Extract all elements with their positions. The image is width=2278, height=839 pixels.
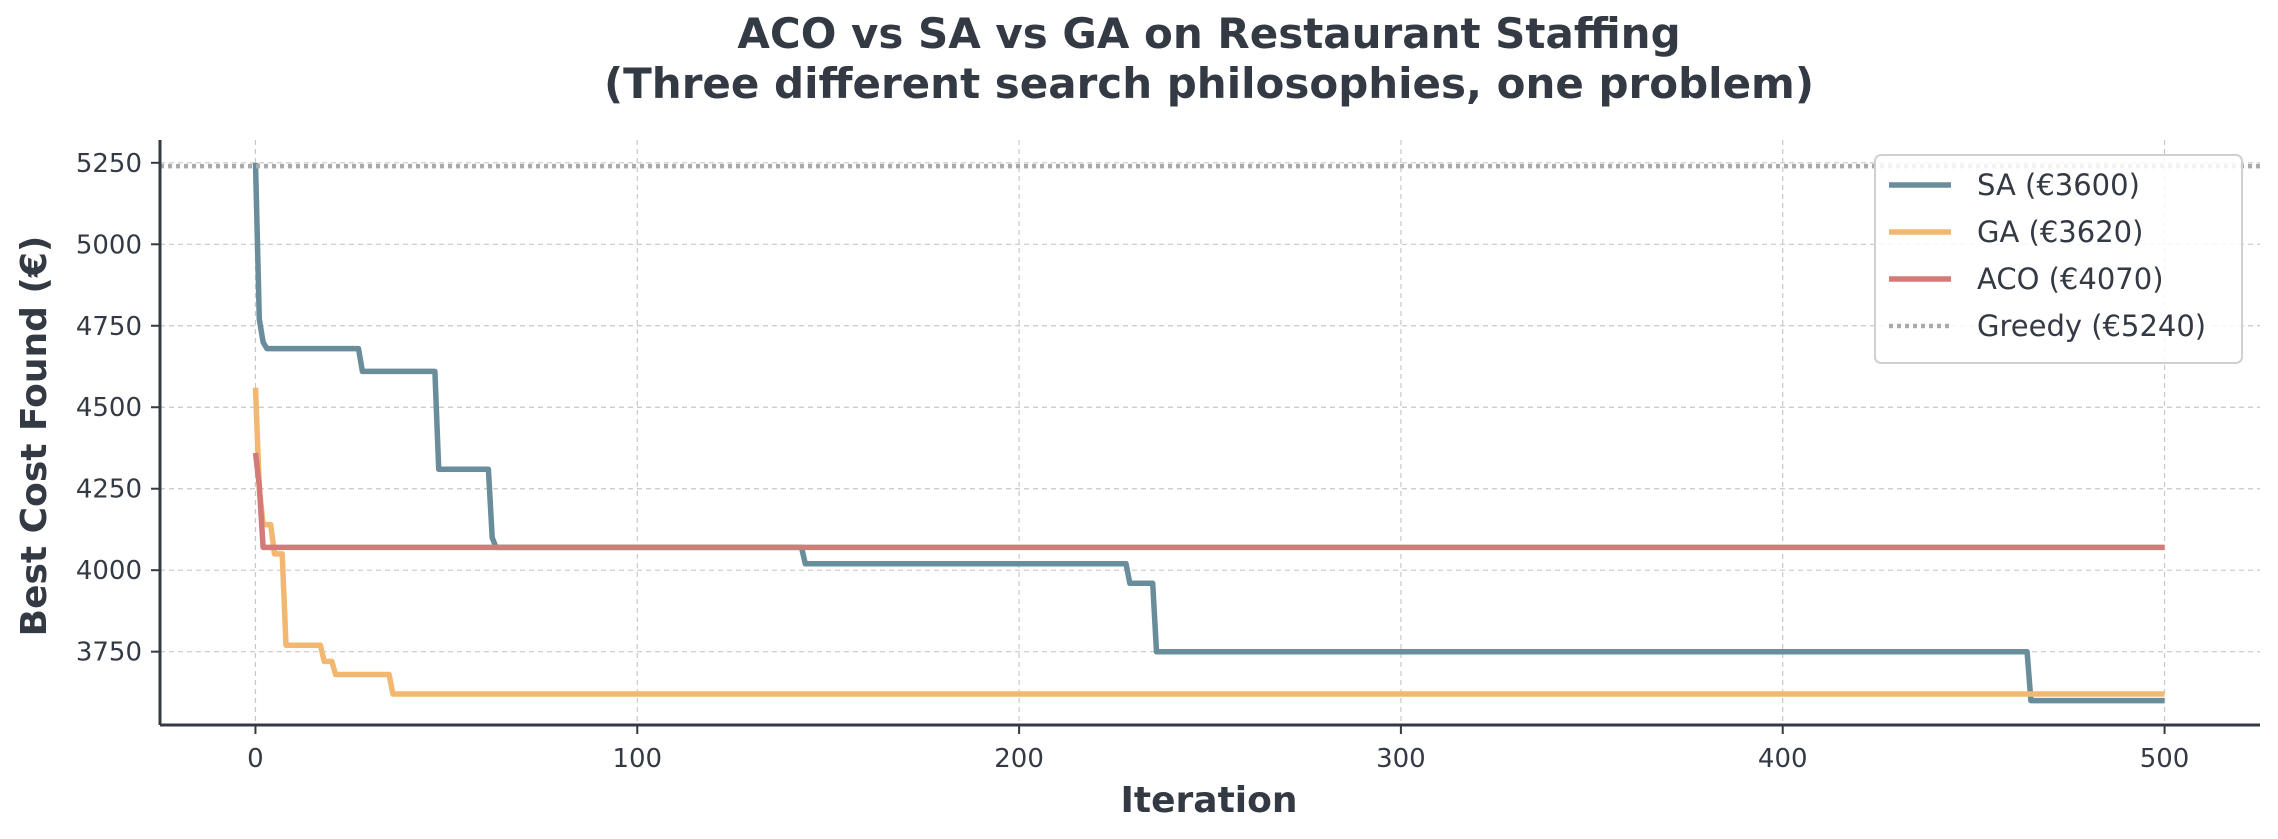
legend-label-3: Greedy (€5240): [1977, 309, 2206, 343]
legend: SA (€3600) GA (€3620) ACO (€4070) Greedy (€…: [1874, 154, 2243, 364]
y-tick-label: 3750: [76, 638, 142, 668]
series-line-0: [252, 162, 2165, 704]
chart-title: ACO vs SA vs GA on Restaurant Staffing: [737, 9, 1680, 58]
x-tick-label: 300: [1376, 744, 1426, 774]
legend-label-2: ACO (€4070): [1977, 262, 2164, 296]
chart-subtitle: (Three different search philosophies, on…: [604, 59, 1814, 108]
legend-label-1: GA (€3620): [1977, 215, 2143, 249]
y-tick-label: 4250: [76, 475, 142, 505]
x-tick-label: 200: [994, 744, 1044, 774]
legend-label-0: SA (€3600): [1977, 168, 2140, 202]
y-tick-label: 5000: [76, 230, 142, 260]
ticks-layer: 0 100 200 300 400 500 3750 4000 4250 4500 4750 5000…: [76, 149, 2190, 774]
x-tick-label: 100: [612, 744, 662, 774]
axes-layer: [158, 140, 2260, 727]
series-layer: [160, 162, 2260, 704]
x-axis-label: Iteration: [1121, 780, 1298, 821]
y-tick-label: 4750: [76, 312, 142, 342]
x-tick-label: 500: [2140, 744, 2190, 774]
y-tick-label: 4000: [76, 556, 142, 586]
series-line-1: [252, 387, 2165, 697]
x-tick-label: 400: [1758, 744, 1808, 774]
legend-box: [1874, 154, 2243, 364]
x-tick-label: 0: [247, 744, 264, 774]
y-axis-label: Best Cost Found (€): [14, 236, 55, 637]
y-tick-label: 4500: [76, 393, 142, 423]
series-line-2: [252, 452, 2165, 551]
y-tick-label: 5250: [76, 149, 142, 179]
